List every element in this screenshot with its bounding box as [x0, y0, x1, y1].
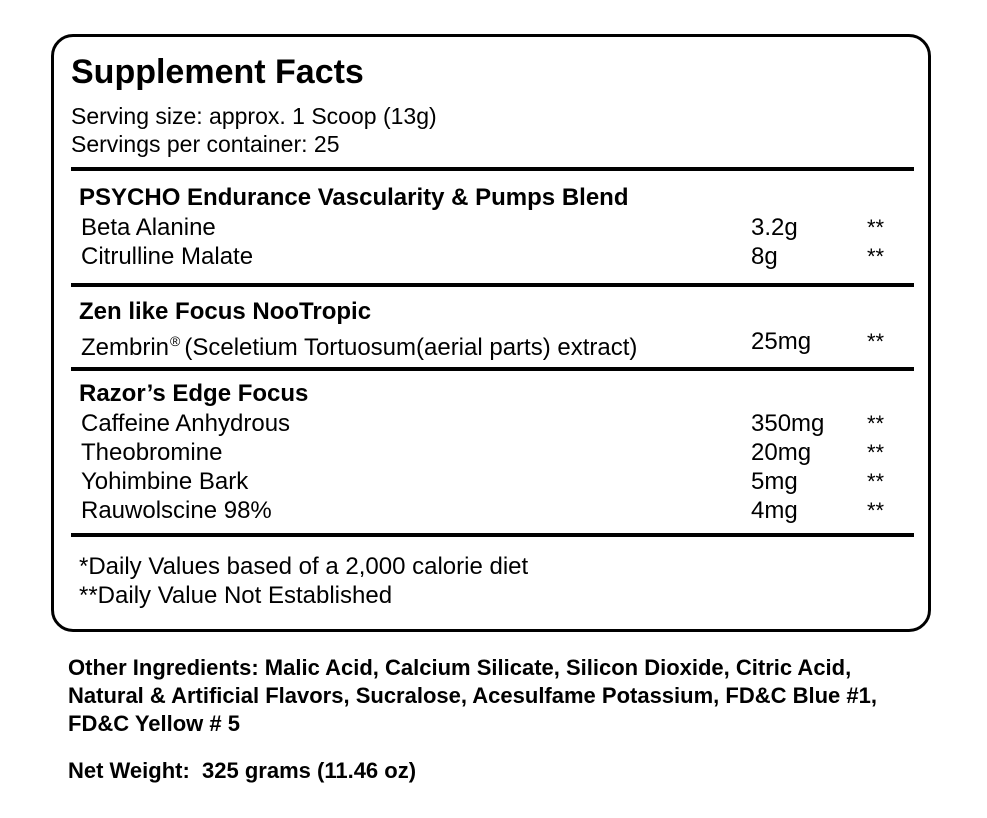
net-weight: Net Weight: 325 grams (11.46 oz): [68, 758, 417, 783]
daily-value-mark: **: [867, 440, 885, 465]
ingredient-amount: 5mg: [751, 468, 798, 495]
section-title: Zen like Focus NooTropic: [79, 298, 372, 325]
supplement-facts-panel: [51, 34, 931, 632]
ingredient-name: Theobromine: [81, 439, 223, 466]
ingredient-name: Caffeine Anhydrous: [81, 410, 291, 437]
ingredient-amount: 8g: [751, 243, 778, 270]
label-title: Supplement Facts: [71, 53, 364, 91]
section-title: Razor’s Edge Focus: [79, 380, 309, 407]
ingredient-name: Beta Alanine: [81, 214, 216, 241]
daily-value-mark: **: [867, 411, 885, 436]
ingredient-amount: 4mg: [751, 497, 798, 524]
ingredient-row: Citrulline Malate 8g **: [79, 242, 914, 271]
daily-value-mark: **: [867, 498, 885, 523]
daily-value-mark: **: [867, 215, 885, 240]
serving-size: Serving size: approx. 1 Scoop (13g): [71, 103, 437, 129]
ingredient-row: Rauwolscine 98% 4mg **: [79, 496, 914, 525]
ingredient-amount: 3.2g: [751, 214, 798, 241]
section-divider: [71, 367, 914, 371]
ingredient-amount: 350mg: [751, 410, 825, 437]
ingredient-name-main: Zembrin: [81, 334, 170, 361]
ingredient-row: Yohimbine Bark 5mg **: [79, 467, 914, 496]
servings-per-container: Servings per container: 25: [71, 131, 340, 157]
ingredient-name: Citrulline Malate: [81, 243, 254, 270]
registered-mark: ®: [170, 333, 181, 349]
ingredient-amount: 20mg: [751, 439, 812, 466]
section-divider: [71, 167, 914, 171]
ingredient-name: Yohimbine Bark: [81, 468, 249, 495]
daily-value-mark: **: [867, 469, 885, 494]
section-title: PSYCHO Endurance Vascularity & Pumps Ble…: [79, 184, 629, 211]
ingredient-name-detail: (Sceletium Tortuosum(aerial parts) extra…: [184, 334, 638, 361]
ingredient-name: Zembrin® (Sceletium Tortuosum(aerial part…: [81, 327, 637, 362]
ingredient-row: Beta Alanine 3.2g **: [79, 213, 914, 242]
ingredient-row: Theobromine 20mg **: [79, 438, 914, 467]
section-divider: [71, 283, 914, 287]
ingredient-name: Rauwolscine 98%: [81, 497, 272, 524]
footnote-daily-values: *Daily Values based of a 2,000 calorie d…: [79, 553, 529, 580]
ingredient-amount: 25mg: [751, 328, 812, 355]
footnote-not-established: **Daily Value Not Established: [79, 582, 393, 609]
daily-value-mark: **: [867, 244, 885, 269]
daily-value-mark: **: [867, 329, 885, 354]
ingredient-row: Zembrin® (Sceletium Tortuosum(aerial part…: [79, 327, 914, 361]
section-divider: [71, 533, 914, 537]
ingredient-row: Caffeine Anhydrous 350mg **: [79, 409, 914, 438]
other-ingredients: Other Ingredients: Malic Acid, Calcium S…: [68, 655, 877, 736]
